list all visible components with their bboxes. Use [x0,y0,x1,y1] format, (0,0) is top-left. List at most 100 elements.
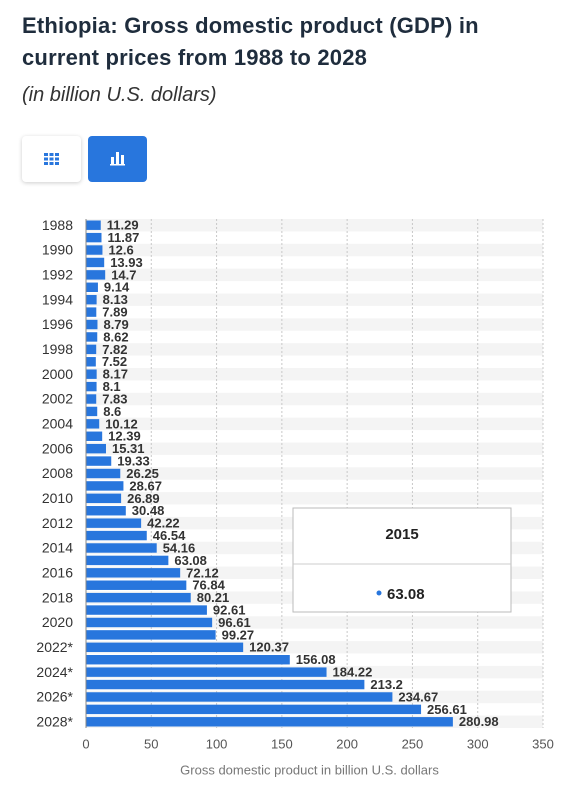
y-tick-label: 1996 [42,316,73,332]
bar [86,580,187,590]
table-view-button[interactable] [22,136,81,182]
value-label: 8.79 [103,317,128,332]
bar [86,270,106,280]
value-label: 30.48 [132,503,165,518]
tooltip-dot [376,590,382,596]
value-label: 8.17 [103,367,128,382]
value-label: 7.82 [102,342,127,357]
bar [86,357,96,367]
value-label: 80.21 [197,590,230,605]
value-label: 8.6 [103,404,121,419]
row-band [86,367,543,381]
bar [86,704,422,715]
x-tick-label: 150 [271,736,293,751]
value-label: 184.22 [333,665,373,680]
y-tick-label: 2020 [42,614,73,630]
x-tick-label: 350 [532,736,554,751]
row-band [86,392,543,406]
value-label: 8.62 [103,329,128,344]
bar [86,530,147,541]
value-label: 76.84 [192,578,225,593]
value-label: 96.61 [218,615,251,630]
value-label: 13.93 [110,255,143,270]
bar [86,419,100,429]
row-band [86,268,543,282]
row-band [86,243,543,257]
y-tick-label: 2000 [42,366,73,382]
value-label: 280.98 [459,714,499,729]
y-tick-label: 1992 [42,267,73,283]
chart: 0 50 100 150 200 250 300 350 Gross domestic prod… [36,217,554,778]
bar [86,568,181,578]
value-label: 15.31 [112,441,145,456]
x-tick-label: 50 [144,736,158,751]
value-label: 256.61 [427,702,467,717]
y-tick-label: 2002 [42,391,73,407]
bar [86,220,101,230]
value-label: 213.2 [370,677,403,692]
bar [86,543,157,553]
value-label: 26.25 [126,466,159,481]
value-label: 156.08 [296,652,336,667]
bar [86,282,98,292]
tooltip-title: 2015 [385,526,418,543]
bar [86,667,327,677]
bar [86,555,169,566]
y-tick-label: 1994 [42,291,73,307]
chart-subtitle: (in billion U.S. dollars) [22,84,217,106]
bar [86,456,112,466]
bar [86,332,98,342]
bar [86,692,393,702]
value-label: 99.27 [222,627,255,642]
value-label: 46.54 [153,528,186,543]
bar [86,679,365,690]
bar [86,232,102,243]
value-label: 11.87 [107,230,139,245]
y-tick-label: 2024* [36,664,73,680]
bar [86,605,207,615]
bar [86,406,98,417]
y-tick-label: 1988 [42,217,73,233]
y-tick-label: 2018 [42,589,73,605]
value-label: 8.13 [103,292,128,307]
x-axis-title: Gross domestic product in billion U.S. d… [180,762,439,777]
y-tick-label: 1998 [42,341,73,357]
value-label: 120.37 [249,640,289,655]
bar [86,655,290,665]
y-tick-label: 2022* [36,639,73,655]
bar [86,319,98,330]
row-band [86,343,543,356]
row-band [86,442,543,455]
row-band [86,417,543,431]
y-tick-label: 2028* [36,713,73,729]
tooltip-value: 63.08 [387,586,425,603]
value-label: 8.1 [103,379,121,394]
chart-view-button[interactable] [88,136,147,182]
value-label: 10.12 [105,416,138,431]
bar [86,307,97,317]
y-tick-label: 2004 [42,416,73,432]
value-label: 7.89 [102,305,127,320]
y-tick-label: 2010 [42,490,73,506]
row-band [86,467,543,480]
y-tick-label: 2008 [42,465,73,481]
value-label: 12.6 [108,242,133,257]
y-tick-label: 2016 [42,565,73,581]
y-tick-label: 2014 [42,540,73,556]
row-band [86,293,543,306]
bar [86,717,453,727]
value-label: 63.08 [174,553,207,568]
value-label: 9.14 [104,280,130,295]
tooltip-box [292,507,512,613]
bar [86,294,97,305]
chart-title: Ethiopia: Gross domestic product (GDP) i… [22,13,479,70]
value-label: 234.67 [398,689,438,704]
value-label: 12.39 [108,429,141,444]
value-label: 7.52 [102,354,127,369]
bar [86,506,126,516]
y-tick-label: 2026* [36,689,73,705]
row-band [86,219,543,232]
value-label: 26.89 [127,491,160,506]
bar [86,630,216,640]
bar [86,443,106,454]
